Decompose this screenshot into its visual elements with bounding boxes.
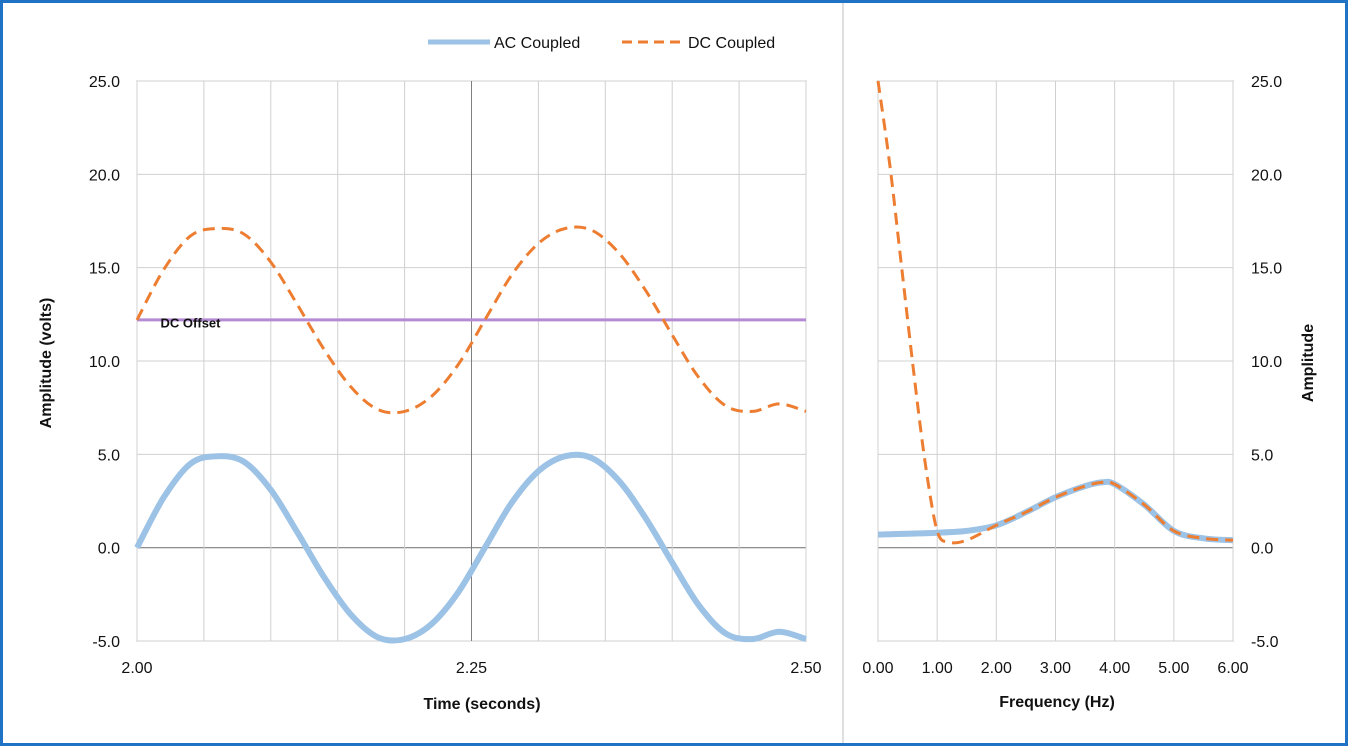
freq-y-axis-title: Amplitude (1300, 324, 1317, 402)
legend: AC Coupled DC Coupled (428, 35, 775, 52)
freq-x-axis-title: Frequency (Hz) (999, 694, 1115, 711)
time-x-axis-title: Time (seconds) (423, 696, 540, 713)
y-tick-label: 5.0 (98, 447, 120, 464)
y-tick-label: -5.0 (1251, 634, 1279, 651)
time-tick-labels: -5.0 0.0 5.0 10.0 15.0 20.0 25.0 2.00 2.25 2.50 (89, 74, 822, 677)
frequency-domain-chart: -5.0 0.0 5.0 10.0 15.0 20.0 25.0 0.00 1.00 2.00 3.… (862, 74, 1317, 711)
time-series-group (134, 225, 807, 644)
time-domain-chart: -5.0 0.0 5.0 10.0 15.0 20.0 25.0 2.00 2.25 2.50 D… (38, 74, 822, 713)
chart-canvas: AC Coupled DC Coupled -5.0 0.0 5.0 10.0 15.0… (38, 3, 1317, 743)
x-tick-label: 2.00 (981, 660, 1012, 677)
y-tick-label: 10.0 (89, 354, 120, 371)
y-tick-label: 25.0 (89, 74, 120, 91)
y-tick-label: 25.0 (1251, 74, 1282, 91)
legend-dc-label: DC Coupled (688, 35, 775, 52)
x-tick-label: 2.00 (121, 660, 152, 677)
x-tick-label: 2.25 (456, 660, 487, 677)
freq-series-group (876, 80, 1234, 545)
x-tick-label: 1.00 (922, 660, 953, 677)
dc-offset-label: DC Offset (161, 315, 222, 330)
x-tick-label: 3.00 (1040, 660, 1071, 677)
x-tick-label: 6.00 (1217, 660, 1248, 677)
freq-tick-labels: -5.0 0.0 5.0 10.0 15.0 20.0 25.0 0.00 1.00 2.00 3.… (862, 74, 1282, 677)
x-tick-label: 5.00 (1158, 660, 1189, 677)
y-tick-label: 20.0 (89, 167, 120, 184)
ac-coupled-series-line (134, 451, 807, 644)
y-tick-label: 20.0 (1251, 167, 1282, 184)
y-tick-label: 0.0 (98, 541, 120, 558)
x-tick-label: 4.00 (1099, 660, 1130, 677)
dc-coupled-series-line (135, 225, 807, 415)
y-tick-label: 0.0 (1251, 541, 1273, 558)
y-tick-label: -5.0 (92, 634, 120, 651)
time-y-axis-title: Amplitude (volts) (38, 298, 55, 429)
time-grid (136, 80, 807, 642)
y-tick-label: 5.0 (1251, 447, 1273, 464)
x-tick-label: 2.50 (790, 660, 821, 677)
freq-grid (877, 80, 1234, 642)
x-tick-label: 0.00 (862, 660, 893, 677)
dc-coupled-series-line (876, 80, 1234, 545)
legend-ac-label: AC Coupled (494, 35, 580, 52)
y-tick-label: 15.0 (89, 261, 120, 278)
y-tick-label: 10.0 (1251, 354, 1282, 371)
y-tick-label: 15.0 (1251, 261, 1282, 278)
